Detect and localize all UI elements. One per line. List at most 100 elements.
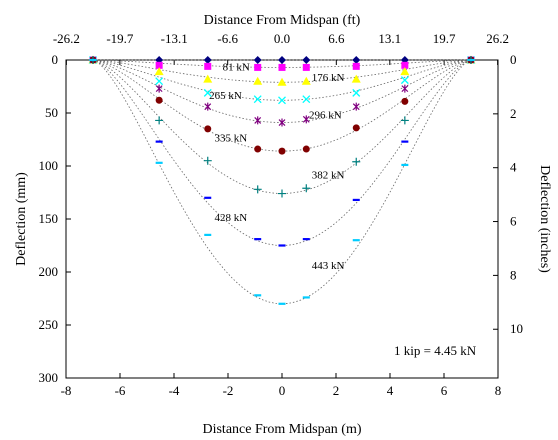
y-tick-label-left: 150 xyxy=(39,211,59,226)
labels-layer: 81 kN 176 kN 265 kN 296 kN 335 kN 382 kN 428 k… xyxy=(209,62,344,272)
x-tick-label-bottom: -6 xyxy=(115,383,126,398)
series-curve xyxy=(92,59,472,101)
triangle-marker xyxy=(301,76,311,85)
plot-frame xyxy=(65,59,499,379)
star-marker xyxy=(401,84,409,93)
x-tick-label-bottom: -4 xyxy=(169,383,180,398)
triangle-marker xyxy=(351,74,361,83)
diamond-marker xyxy=(203,56,212,64)
plus-marker xyxy=(203,156,212,165)
x-marker xyxy=(253,95,262,104)
star-marker xyxy=(278,118,286,127)
triangle-marker xyxy=(277,77,287,86)
star-marker xyxy=(352,102,360,111)
y-tick-label-left: 250 xyxy=(39,317,59,332)
x-tick-label-top: -13.1 xyxy=(161,31,188,46)
markers-layer xyxy=(88,55,476,305)
triangle-marker xyxy=(203,74,213,83)
x-tick-label-top: 19.7 xyxy=(433,31,456,46)
star-marker xyxy=(155,84,163,93)
square-marker xyxy=(302,63,310,71)
circle-marker xyxy=(278,147,286,155)
y-tick-label-right: 0 xyxy=(510,52,517,67)
circle-marker xyxy=(155,96,163,104)
triangle-marker xyxy=(400,67,410,76)
bottom-axis-title: Distance From Midspan (m) xyxy=(202,422,361,437)
load-label: 443 kN xyxy=(312,260,345,272)
x-tick-label-bottom: 6 xyxy=(441,383,448,398)
y-tick-label-left: 50 xyxy=(45,105,58,120)
ticks-layer: -8 -6 -4 -2 0 2 4 6 8 -26.2 -19.7 -13.1 -6.6 0.0 6.6 13… xyxy=(39,31,524,398)
square-marker xyxy=(155,61,163,69)
load-label: 335 kN xyxy=(215,133,248,145)
x-tick-label-bottom: 4 xyxy=(387,383,394,398)
y-tick-label-right: 10 xyxy=(510,321,523,336)
x-tick-label-top: -6.6 xyxy=(217,31,238,46)
series-curve xyxy=(92,59,472,83)
x-tick-label-top: -19.7 xyxy=(106,31,134,46)
load-label: 428 kN xyxy=(215,212,248,224)
y-tick-label-left: 300 xyxy=(39,370,59,385)
y-tick-label-right: 8 xyxy=(510,267,517,282)
triangle-marker xyxy=(154,67,164,76)
diamond-marker xyxy=(278,56,286,64)
circle-marker xyxy=(254,145,262,153)
x-marker xyxy=(278,96,286,105)
square-marker xyxy=(352,62,360,70)
x-tick-label-bottom: 2 xyxy=(333,383,340,398)
left-axis-title: Deflection (mm) xyxy=(14,172,29,266)
plus-marker xyxy=(155,116,164,125)
plus-marker xyxy=(278,189,286,198)
load-label: 296 kN xyxy=(309,109,342,121)
triangle-marker xyxy=(253,76,263,85)
y-tick-label-right: 6 xyxy=(510,214,517,229)
square-marker xyxy=(278,63,286,71)
x-marker xyxy=(352,88,361,97)
y-tick-label-left: 200 xyxy=(39,264,59,279)
x-marker xyxy=(155,77,164,86)
diamond-marker xyxy=(253,56,262,64)
x-tick-label-top: -26.2 xyxy=(53,31,80,46)
x-tick-label-bottom: 0 xyxy=(279,383,286,398)
x-marker xyxy=(203,88,212,97)
y-tick-label-right: 4 xyxy=(510,160,517,175)
x-tick-label-top: 13.1 xyxy=(378,31,401,46)
series-curve xyxy=(92,59,472,305)
right-axis-title: Deflection (inches) xyxy=(537,165,552,273)
x-tick-label-bottom: 8 xyxy=(495,383,502,398)
load-label: 81 kN xyxy=(223,62,250,74)
y-tick-label-left: 100 xyxy=(39,158,59,173)
conversion-note: 1 kip = 4.45 kN xyxy=(394,343,477,358)
x-tick-label-top: 0.0 xyxy=(274,31,290,46)
circle-marker xyxy=(401,97,409,105)
plus-marker xyxy=(400,116,409,125)
star-marker xyxy=(204,102,212,111)
x-tick-label-top: 6.6 xyxy=(328,31,345,46)
y-tick-label-left: 0 xyxy=(52,52,59,67)
circle-marker xyxy=(204,125,212,133)
load-label: 382 kN xyxy=(312,170,345,182)
series-curve xyxy=(92,59,472,152)
x-marker xyxy=(400,76,409,85)
top-axis-title: Distance From Midspan (ft) xyxy=(204,13,361,28)
curves-layer xyxy=(92,59,472,305)
plus-marker xyxy=(253,185,262,194)
x-tick-label-top: 26.2 xyxy=(486,31,509,46)
circle-marker xyxy=(302,145,310,153)
x-marker xyxy=(302,95,311,104)
load-label: 176 kN xyxy=(312,72,345,84)
plus-marker xyxy=(352,157,361,166)
x-tick-label-bottom: -8 xyxy=(61,383,72,398)
series-curve xyxy=(92,59,472,246)
y-tick-label-right: 2 xyxy=(510,106,517,121)
circle-marker xyxy=(352,124,360,132)
star-marker xyxy=(302,115,310,124)
load-label: 265 kN xyxy=(209,90,242,102)
diamond-marker xyxy=(302,56,311,64)
diamond-marker xyxy=(352,56,361,64)
square-marker xyxy=(254,63,262,71)
plus-marker xyxy=(302,184,311,193)
x-tick-label-bottom: -2 xyxy=(223,383,234,398)
square-marker xyxy=(204,62,212,70)
